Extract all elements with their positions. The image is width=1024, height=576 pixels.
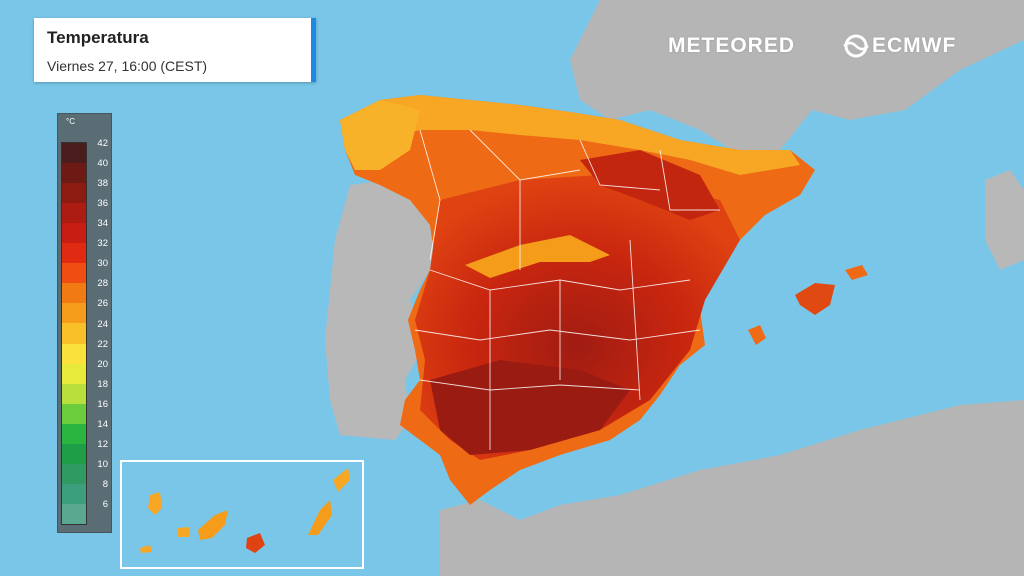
legend-swatch (62, 483, 86, 505)
hierro-island (140, 545, 152, 553)
legend-swatch (62, 183, 86, 204)
legend-tick-label: 40 (97, 158, 108, 170)
legend-tick-label: 24 (97, 318, 108, 330)
legend-tick-label: 30 (97, 258, 108, 270)
canary-islands-inset (120, 460, 364, 569)
galicia-band (340, 100, 420, 170)
legend-swatch (62, 243, 86, 264)
ebro-hot (580, 150, 720, 220)
legend-tick-label: 12 (97, 438, 108, 450)
title-accent-bar (311, 18, 316, 82)
legend-tick-label: 8 (102, 478, 108, 490)
temperature-legend: °C 42 40 38 36 34 32 30 28 26 24 22 20 18 16 14 12 10 8 6 (57, 113, 112, 533)
legend-tick-label: 18 (97, 378, 108, 390)
mallorca-island (795, 283, 835, 315)
lanzarote-island (333, 468, 350, 492)
legend-tick-label: 32 (97, 238, 108, 250)
legend-tick-label: 14 (97, 418, 108, 430)
legend-tick-label: 10 (97, 458, 108, 470)
page-subtitle: Viernes 27, 16:00 (CEST) (47, 58, 208, 74)
la-palma-island (148, 492, 162, 515)
africa-land (440, 400, 1024, 576)
legend-tick-label: 6 (102, 498, 108, 510)
page-title: Temperatura (47, 28, 149, 47)
sardinia-land (985, 170, 1024, 270)
tenerife-island (198, 510, 228, 540)
legend-swatch (62, 283, 86, 304)
ibiza-island (748, 325, 766, 345)
legend-tick-label: 20 (97, 358, 108, 370)
legend-swatch (62, 223, 86, 244)
legend-tick-label: 38 (97, 178, 108, 190)
legend-swatch (62, 203, 86, 224)
region-borders (414, 129, 720, 450)
legend-swatch (62, 503, 86, 525)
legend-swatch (62, 163, 86, 184)
legend-tick-label: 34 (97, 218, 108, 230)
legend-swatch (62, 323, 86, 345)
legend-swatch (62, 403, 86, 425)
legend-swatch (62, 263, 86, 284)
ecmwf-wave-icon (843, 34, 869, 58)
legend-swatch (62, 363, 86, 385)
title-box: Temperatura Viernes 27, 16:00 (CEST) (34, 18, 316, 82)
gran-canaria-island (246, 533, 265, 553)
legend-color-bar (61, 142, 87, 525)
legend-swatch (62, 343, 86, 365)
menorca-island (845, 265, 868, 280)
legend-tick-label: 16 (97, 398, 108, 410)
legend-tick-label: 22 (97, 338, 108, 350)
legend-unit: °C (66, 117, 75, 126)
fuerteventura-island (308, 500, 332, 535)
france-land (570, 0, 1024, 155)
central-band (465, 235, 610, 278)
legend-swatch (62, 143, 86, 164)
ecmwf-logo: ECMWF (872, 34, 957, 57)
legend-tick-label: 26 (97, 298, 108, 310)
legend-tick-label: 28 (97, 278, 108, 290)
legend-swatch (62, 383, 86, 405)
legend-swatch (62, 463, 86, 485)
legend-swatch (62, 423, 86, 445)
legend-tick-label: 42 (97, 138, 108, 150)
gomera-island (178, 527, 190, 537)
south-hot (430, 360, 630, 455)
legend-tick-label: 36 (97, 198, 108, 210)
legend-swatch (62, 443, 86, 465)
north-coast-band (340, 95, 800, 175)
legend-swatch (62, 303, 86, 324)
meteored-logo: METEORED (668, 34, 796, 57)
portugal-land (325, 175, 440, 440)
